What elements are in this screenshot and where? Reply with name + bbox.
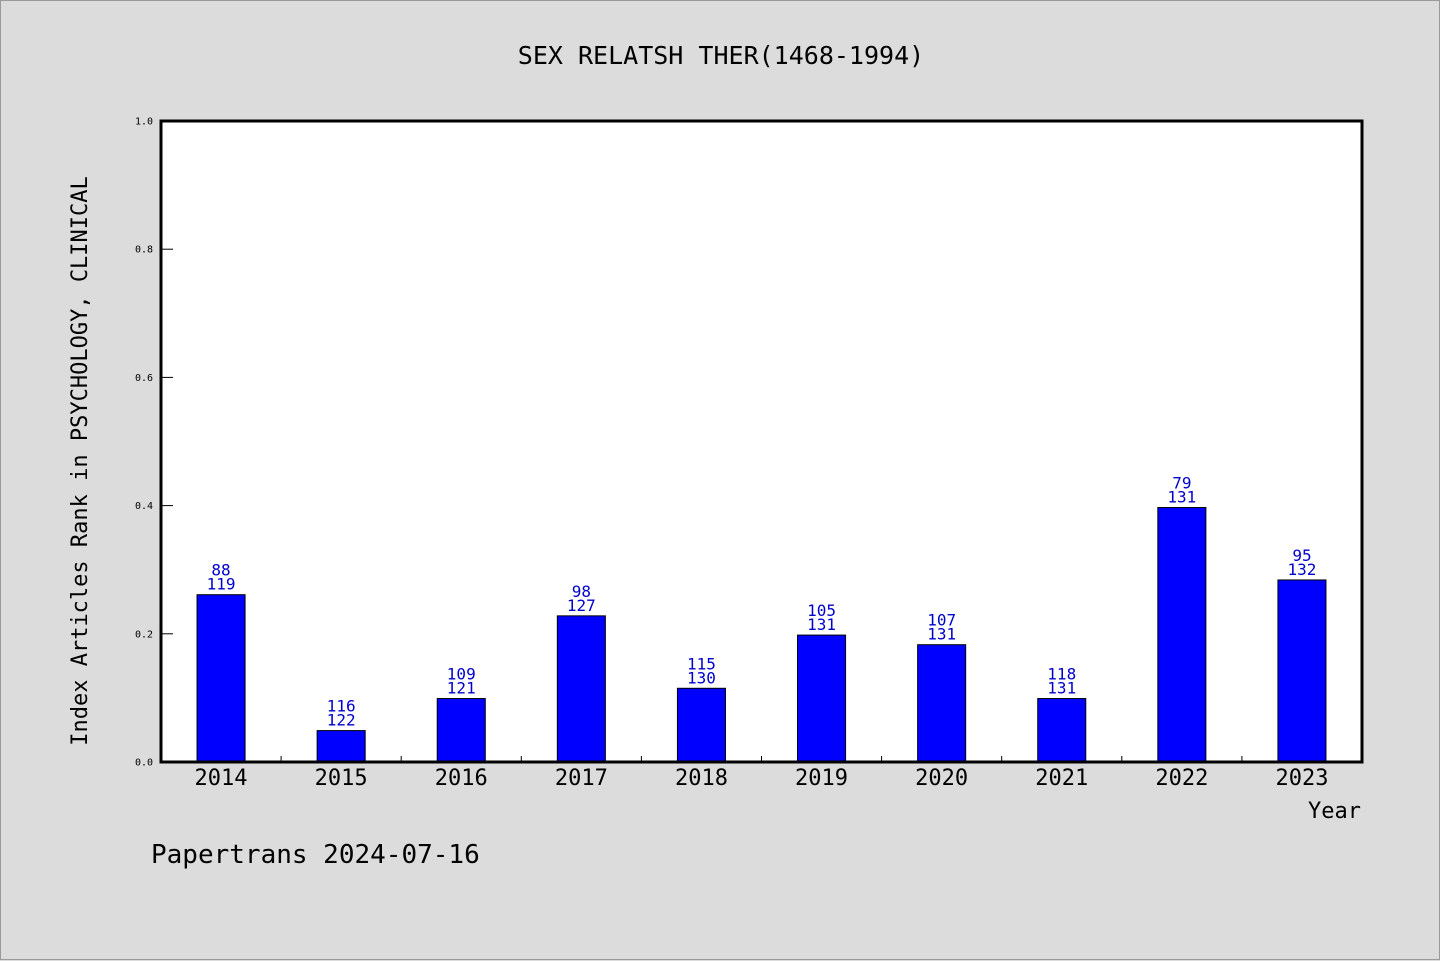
bar-2019 [797,634,847,763]
bar-2014 [196,594,246,763]
y-tick-label: 0.0 [135,758,153,769]
footer-credit: Papertrans 2024-07-16 [151,840,480,870]
bar-rank-label: 116 [327,697,356,716]
x-tick-label: 2021 [1035,766,1088,791]
x-tick-label: 2014 [195,766,248,791]
x-tick-label: 2020 [915,766,968,791]
bar-total-label: 121 [447,679,476,698]
bar-rank-label: 107 [927,611,956,630]
bar-2017 [556,615,606,763]
y-tick-label: 0.4 [135,501,153,512]
bar-rank-label: 109 [447,665,476,684]
bar-rank-label: 118 [1047,665,1076,684]
plot-frame [159,119,1364,764]
bar-2016 [436,698,486,763]
x-axis-title: Year [1308,799,1361,824]
bar-rank-label: 105 [807,601,836,620]
bar-rank-label: 88 [211,561,230,580]
bar-rank-label: 79 [1172,474,1191,493]
x-tick-label: 2023 [1275,766,1328,791]
bar-total-label: 131 [1167,488,1196,507]
bar-2022 [1157,507,1207,763]
bar-rank-label: 115 [687,654,716,673]
bar-total-label: 130 [687,668,716,687]
bar-2023 [1277,579,1327,763]
bar-total-label: 131 [807,615,836,634]
x-tick-label: 2019 [795,766,848,791]
y-tick-label: 0.8 [135,245,153,256]
bar-total-label: 132 [1287,560,1316,579]
bar-total-label: 127 [567,596,596,615]
bar-2020 [917,644,967,763]
x-tick-label: 2017 [555,766,608,791]
bar-rank-label: 95 [1292,546,1311,565]
bar-total-label: 131 [927,625,956,644]
bar-total-label: 131 [1047,679,1076,698]
x-tick-label: 2022 [1155,766,1208,791]
y-axis-title: Index Articles Rank in PSYCHOLOGY, CLINI… [68,176,93,746]
x-tick-label: 2015 [315,766,368,791]
x-tick-label: 2018 [675,766,728,791]
bar-total-label: 119 [207,575,236,594]
y-tick-label: 1.0 [135,117,153,128]
bar-rank-label: 98 [572,582,591,601]
bar-2021 [1037,698,1087,763]
bar-2015 [316,730,366,763]
x-tick-label: 2016 [435,766,488,791]
chart-title: SEX RELATSH THER(1468-1994) [518,41,924,70]
ticks-layer: 0.0 0.2 0.4 0.6 0.8 1.0 2014 2015 2016 2017 2018 20… [135,117,1329,792]
y-tick-label: 0.2 [135,629,153,640]
bar-total-label: 122 [327,711,356,730]
y-tick-label: 0.6 [135,373,153,384]
bar-2018 [676,687,726,763]
